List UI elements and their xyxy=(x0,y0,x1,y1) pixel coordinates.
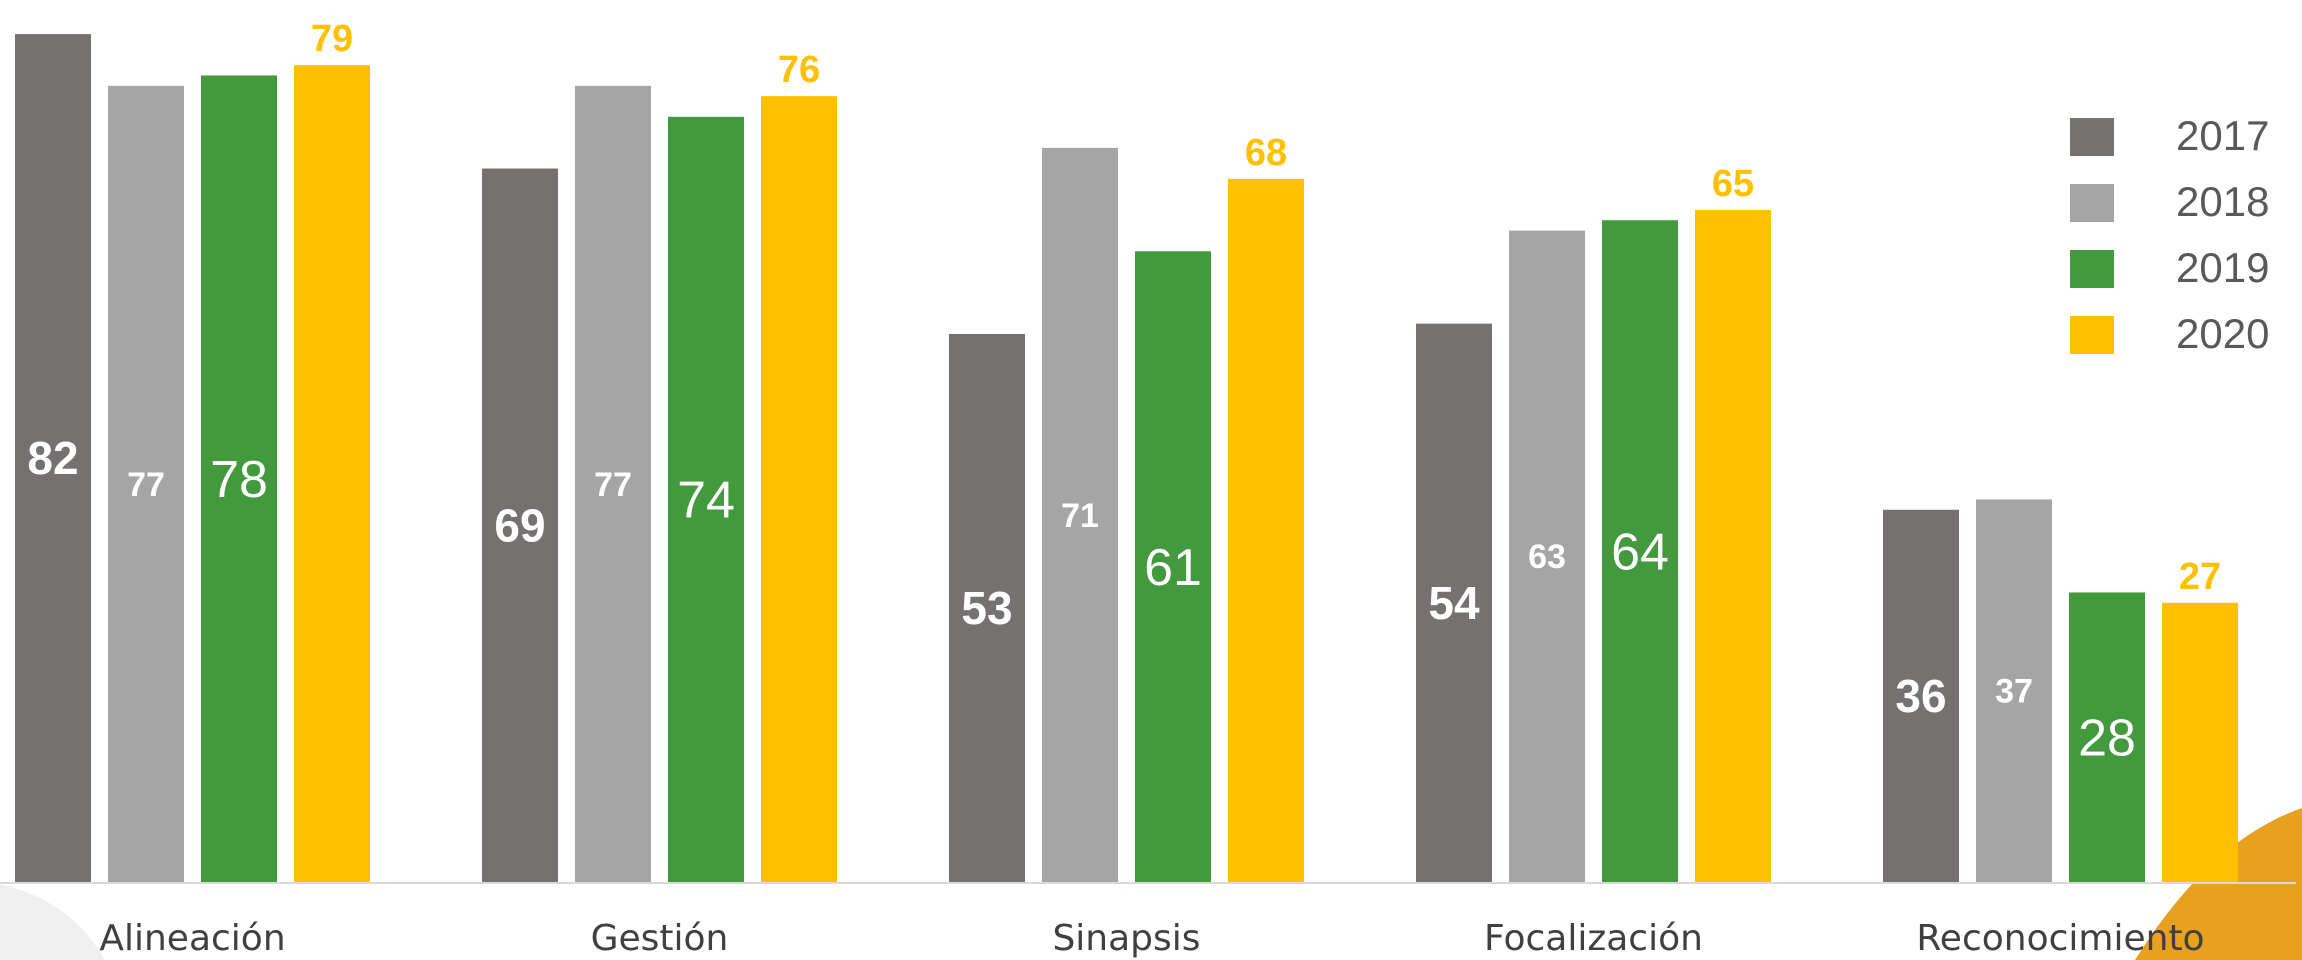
bar-2018-1 xyxy=(575,85,651,882)
data-label-2018-1: 77 xyxy=(594,466,632,504)
x-tick-label-0: Alineación xyxy=(99,918,285,959)
bar-2020-0 xyxy=(294,65,370,882)
data-label-2019-0: 78 xyxy=(210,451,268,509)
x-tick-label-3: Focalización xyxy=(1484,918,1703,959)
bar-2020-1 xyxy=(761,96,837,882)
data-labels-layer: 82 77 78 79 69 77 74 76 53 71 61 68 54 63 64 65 36 37 28 27 xyxy=(27,18,2221,767)
bar-2017-3 xyxy=(1416,323,1492,882)
bar-2020-3 xyxy=(1695,209,1771,882)
legend-label-2017: 2017 xyxy=(2176,112,2270,159)
bar-2018-0 xyxy=(108,85,184,882)
legend-item-2018: 2018 xyxy=(2068,176,2298,242)
bar-2017-1 xyxy=(482,168,558,883)
data-label-2020-0: 79 xyxy=(311,18,353,60)
legend-swatch-2018 xyxy=(2070,184,2114,222)
bar-2017-0 xyxy=(15,34,91,883)
data-label-2020-2: 68 xyxy=(1245,132,1287,174)
corner-swoosh-left xyxy=(0,884,105,960)
data-label-2018-2: 71 xyxy=(1061,497,1099,535)
legend-item-2017: 2017 xyxy=(2068,110,2298,176)
x-tick-label-4: Reconocimiento xyxy=(1916,918,2204,959)
legend-item-2020: 2020 xyxy=(2068,308,2298,374)
legend: 2017 2018 2019 2020 xyxy=(2068,110,2298,374)
legend-label-2020: 2020 xyxy=(2176,310,2270,357)
bar-2020-4 xyxy=(2162,602,2238,882)
bar-2017-2 xyxy=(949,333,1025,883)
bar-2017-4 xyxy=(1883,509,1959,882)
bars-layer xyxy=(15,34,2238,883)
data-label-2018-3: 63 xyxy=(1528,538,1566,576)
bar-2018-3 xyxy=(1509,230,1585,882)
data-label-2017-3: 54 xyxy=(1428,577,1480,629)
bar-2019-4 xyxy=(2069,592,2145,882)
legend-swatch-2019 xyxy=(2070,250,2114,288)
bar-2019-2 xyxy=(1135,251,1211,882)
data-label-2019-2: 61 xyxy=(1144,539,1202,597)
data-label-2020-1: 76 xyxy=(778,49,820,91)
data-label-2020-4: 27 xyxy=(2179,556,2221,598)
bar-2019-3 xyxy=(1602,220,1678,883)
bar-2018-4 xyxy=(1976,499,2052,882)
data-label-2017-0: 82 xyxy=(27,432,78,484)
x-tick-label-1: Gestión xyxy=(591,918,729,959)
x-tick-label-2: Sinapsis xyxy=(1052,918,1200,959)
data-label-2019-1: 74 xyxy=(677,472,735,530)
legend-item-2019: 2019 xyxy=(2068,242,2298,308)
data-label-2018-4: 37 xyxy=(1995,673,2033,711)
bar-2019-0 xyxy=(201,75,277,883)
legend-label-2018: 2018 xyxy=(2176,178,2270,225)
data-label-2017-2: 53 xyxy=(961,582,1012,634)
legend-swatch-2020 xyxy=(2070,316,2114,354)
bar-2020-2 xyxy=(1228,178,1304,882)
legend-swatch-2017 xyxy=(2070,118,2114,156)
data-label-2018-0: 77 xyxy=(127,466,165,504)
data-label-2019-3: 64 xyxy=(1611,523,1669,581)
data-label-2020-3: 65 xyxy=(1712,163,1754,205)
bar-2018-2 xyxy=(1042,147,1118,883)
legend-label-2019: 2019 xyxy=(2176,244,2270,291)
x-tick-labels: Alineación Gestión Sinapsis Focalización Rec… xyxy=(99,918,2204,959)
data-label-2017-1: 69 xyxy=(494,499,545,551)
data-label-2017-4: 36 xyxy=(1895,670,1946,722)
bar-2019-1 xyxy=(668,116,744,883)
data-label-2019-4: 28 xyxy=(2078,709,2136,767)
